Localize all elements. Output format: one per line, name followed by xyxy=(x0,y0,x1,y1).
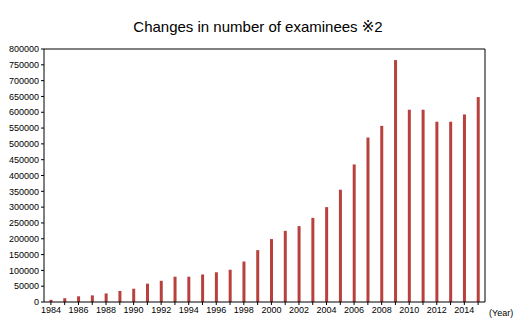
svg-text:2012: 2012 xyxy=(427,305,447,315)
svg-text:250000: 250000 xyxy=(9,218,39,228)
svg-text:2000: 2000 xyxy=(261,305,281,315)
svg-text:650000: 650000 xyxy=(9,92,39,102)
svg-text:1992: 1992 xyxy=(151,305,171,315)
svg-text:200000: 200000 xyxy=(9,234,39,244)
svg-text:750000: 750000 xyxy=(9,60,39,70)
svg-text:800000: 800000 xyxy=(9,44,39,54)
svg-text:500000: 500000 xyxy=(9,139,39,149)
svg-text:100000: 100000 xyxy=(9,266,39,276)
svg-text:1984: 1984 xyxy=(41,305,61,315)
svg-text:1996: 1996 xyxy=(206,305,226,315)
svg-text:1990: 1990 xyxy=(124,305,144,315)
svg-text:550000: 550000 xyxy=(9,123,39,133)
svg-text:2014: 2014 xyxy=(454,305,474,315)
svg-text:300000: 300000 xyxy=(9,202,39,212)
svg-text:1998: 1998 xyxy=(234,305,254,315)
svg-text:2004: 2004 xyxy=(317,305,337,315)
svg-text:2008: 2008 xyxy=(372,305,392,315)
svg-text:600000: 600000 xyxy=(9,107,39,117)
svg-text:2002: 2002 xyxy=(289,305,309,315)
svg-text:400000: 400000 xyxy=(9,171,39,181)
svg-text:(Year): (Year) xyxy=(489,308,508,318)
svg-text:1988: 1988 xyxy=(96,305,116,315)
svg-text:0: 0 xyxy=(34,297,39,307)
svg-text:700000: 700000 xyxy=(9,76,39,86)
svg-text:2006: 2006 xyxy=(344,305,364,315)
svg-text:150000: 150000 xyxy=(9,250,39,260)
svg-text:2010: 2010 xyxy=(399,305,419,315)
svg-text:1994: 1994 xyxy=(179,305,199,315)
html-text:Changes in number of examinees: Changes in number of examinees ※2 xyxy=(133,18,383,35)
svg-text:450000: 450000 xyxy=(9,155,39,165)
svg-text:1986: 1986 xyxy=(68,305,88,315)
svg-text:350000: 350000 xyxy=(9,187,39,197)
svg-text:50000: 50000 xyxy=(14,281,39,291)
